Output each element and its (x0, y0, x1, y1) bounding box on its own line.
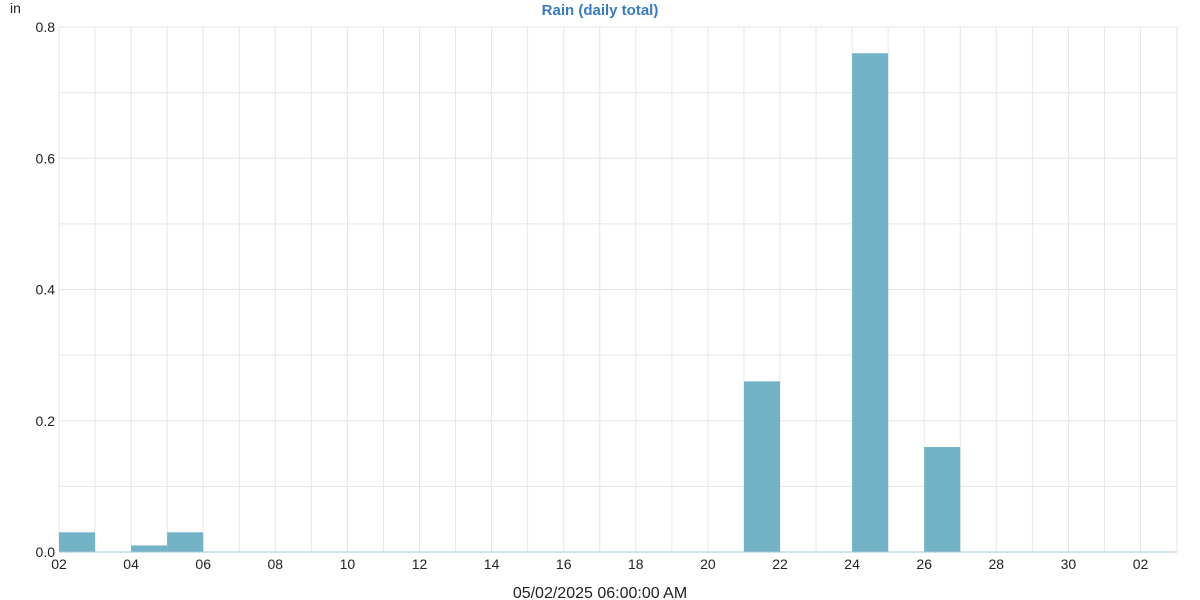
bar (59, 532, 96, 552)
x-tick-label: 28 (989, 556, 1005, 572)
bar (167, 532, 204, 552)
bar (924, 447, 961, 552)
y-tick-label: 0.2 (36, 413, 56, 429)
x-tick-label: 10 (340, 556, 356, 572)
x-tick-label: 16 (556, 556, 572, 572)
y-tick-label: 0.0 (36, 544, 56, 560)
x-tick-label: 08 (268, 556, 284, 572)
x-tick-label: 24 (844, 556, 860, 572)
footer-timestamp: 05/02/2025 06:00:00 AM (513, 585, 687, 600)
x-tick-label: 12 (412, 556, 428, 572)
x-tick-labels: 02 04 06 08 10 12 14 16 18 20 22 24 26 28 30 02 (51, 556, 1148, 572)
bar (743, 381, 780, 552)
bar (131, 545, 168, 552)
x-tick-label: 22 (772, 556, 788, 572)
y-unit-label: in (10, 0, 21, 16)
x-tick-label: 30 (1061, 556, 1077, 572)
x-tick-label: 14 (484, 556, 500, 572)
y-tick-label: 0.6 (36, 150, 56, 166)
y-tick-labels: 0.0 0.2 0.4 0.6 0.8 (36, 19, 56, 560)
y-tick-label: 0.8 (36, 19, 56, 35)
x-tick-label: 26 (916, 556, 932, 572)
bar (852, 53, 889, 552)
chart-title: Rain (daily total) (542, 2, 659, 19)
grid (58, 26, 1178, 553)
x-tick-label: 20 (700, 556, 716, 572)
y-tick-label: 0.4 (36, 282, 56, 298)
x-tick-label: 02 (51, 556, 67, 572)
x-tick-label: 06 (195, 556, 211, 572)
x-tick-label: 04 (123, 556, 139, 572)
bars (59, 53, 961, 552)
x-tick-label: 02 (1133, 556, 1149, 572)
x-tick-label: 18 (628, 556, 644, 572)
